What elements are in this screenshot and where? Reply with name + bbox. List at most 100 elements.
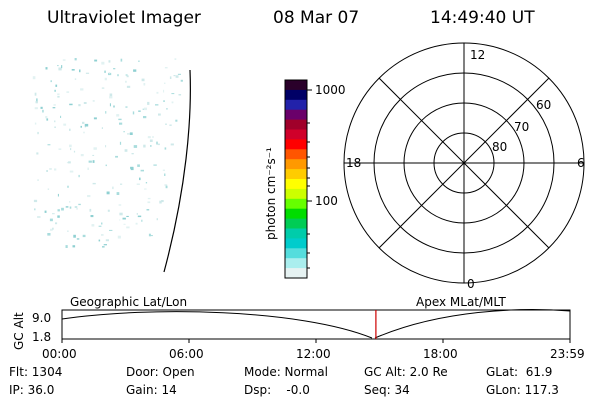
timeline-x-ticks: [61, 339, 571, 343]
imager-pixel: [52, 227, 54, 230]
imager-pixel: [80, 154, 84, 157]
imager-pixel: [136, 183, 140, 185]
imager-pixel: [47, 144, 51, 146]
imager-pixel: [117, 74, 119, 77]
imager-pixel: [147, 197, 151, 200]
imager-pixel: [36, 98, 38, 102]
imager-pixel: [156, 218, 158, 221]
timeline-y-tick-1-8: 1.8: [32, 330, 52, 344]
imager-pixel: [98, 225, 102, 227]
imager-pixel: [165, 185, 168, 189]
imager-pixel: [174, 58, 177, 60]
imager-pixel: [57, 193, 59, 197]
imager-pixel: [118, 118, 122, 121]
imager-pixel: [143, 83, 146, 86]
imager-pixel: [80, 88, 84, 91]
imager-pixel: [144, 107, 147, 111]
timeline-right-title: Apex MLat/MLT: [416, 295, 506, 309]
imager-pixel: [107, 209, 110, 212]
colorbar-segment: [285, 198, 307, 210]
info-dsp: Dsp: -0.0: [244, 383, 310, 397]
imager-pixel: [82, 121, 85, 124]
imager-pixel: [135, 222, 138, 225]
colorbar-segment: [285, 99, 307, 111]
imager-pixel: [73, 150, 76, 153]
imager-pixel: [163, 100, 165, 102]
colorbar-segment: [285, 238, 307, 249]
imager-pixel: [57, 65, 59, 67]
imager-pixel: [162, 169, 165, 171]
imager-pixel: [109, 93, 113, 97]
polar-mlt-label-12: 12: [470, 48, 486, 62]
imager-pixel: [49, 218, 53, 222]
imager-pixel: [171, 101, 174, 104]
timeline-frame: [61, 309, 571, 340]
imager-pixel: [54, 168, 57, 171]
colorbar-segment: [285, 159, 307, 170]
imager-pixel: [57, 93, 60, 96]
polar-mlt-label-6: 6: [577, 156, 585, 170]
imager-pixel: [178, 94, 182, 96]
imager-pixel: [104, 77, 107, 81]
imager-pixel: [109, 103, 111, 107]
imager-pixel: [69, 144, 72, 148]
imager-pixel: [67, 185, 69, 188]
imager-pixel: [94, 59, 98, 62]
imager-pixel: [138, 110, 141, 112]
timeline-x-tick-0000: 00:00: [42, 347, 77, 361]
imager-pixel: [61, 207, 64, 211]
imager-pixel: [153, 164, 157, 166]
imager-pixel: [156, 91, 159, 94]
imager-pixel: [58, 148, 62, 150]
imager-pixel: [52, 213, 55, 215]
imager-pixel: [55, 222, 58, 225]
imager-pixel: [166, 108, 168, 110]
imager-pixel: [68, 161, 71, 164]
imager-pixel: [57, 96, 60, 98]
imager-pixel: [109, 96, 113, 99]
imager-pixel: [125, 80, 127, 83]
imager-pixel: [50, 80, 52, 83]
imager-pixel: [83, 131, 85, 134]
imager-pixel: [67, 230, 69, 232]
imager-pixel: [62, 59, 66, 61]
polar-lat-label-70: 70: [514, 120, 530, 134]
polar-lat-label-80: 80: [492, 140, 508, 154]
imager-pixel: [85, 72, 90, 74]
imager-pixel: [130, 166, 134, 169]
imager-pixel: [72, 245, 76, 248]
imager-pixel: [49, 168, 52, 170]
imager-pixel: [139, 177, 141, 181]
imager-pixel: [79, 69, 81, 73]
colorbar-tick-label-1000: 1000: [315, 83, 346, 97]
imager-pixel: [123, 131, 125, 133]
colorbar-segment: [285, 179, 307, 190]
imager-pixel: [112, 186, 114, 190]
info-gain: Gain: 14: [126, 383, 177, 397]
imager-pixel: [90, 215, 94, 218]
imager-image: [32, 58, 183, 248]
info-ip: IP: 36.0: [9, 383, 55, 397]
imager-pixel: [80, 125, 82, 128]
imager-pixel: [36, 152, 39, 155]
imager-pixel: [123, 223, 126, 225]
imager-pixel: [74, 78, 77, 80]
info-flt: Flt: 1304: [9, 365, 63, 379]
colorbar-segment: [285, 109, 307, 121]
imager-pixel: [131, 153, 134, 155]
imager-pixel: [53, 104, 56, 106]
imager-pixel: [136, 213, 138, 215]
imager-pixel: [109, 229, 113, 231]
imager-pixel: [169, 124, 172, 126]
imager-pixel: [164, 82, 166, 84]
imager-pixel: [120, 58, 123, 62]
polar-diagonal-2: [378, 77, 550, 249]
imager-pixel: [54, 120, 56, 123]
imager-pixel: [145, 182, 148, 184]
polar-mlt-label-18: 18: [346, 156, 362, 170]
colorbar-segment: [285, 169, 307, 180]
info-glon: GLon: 117.3: [486, 383, 559, 397]
imager-pixel: [55, 84, 58, 87]
timeline-x-tick-1800: 18:00: [423, 347, 458, 361]
imager-pixel: [54, 89, 56, 92]
